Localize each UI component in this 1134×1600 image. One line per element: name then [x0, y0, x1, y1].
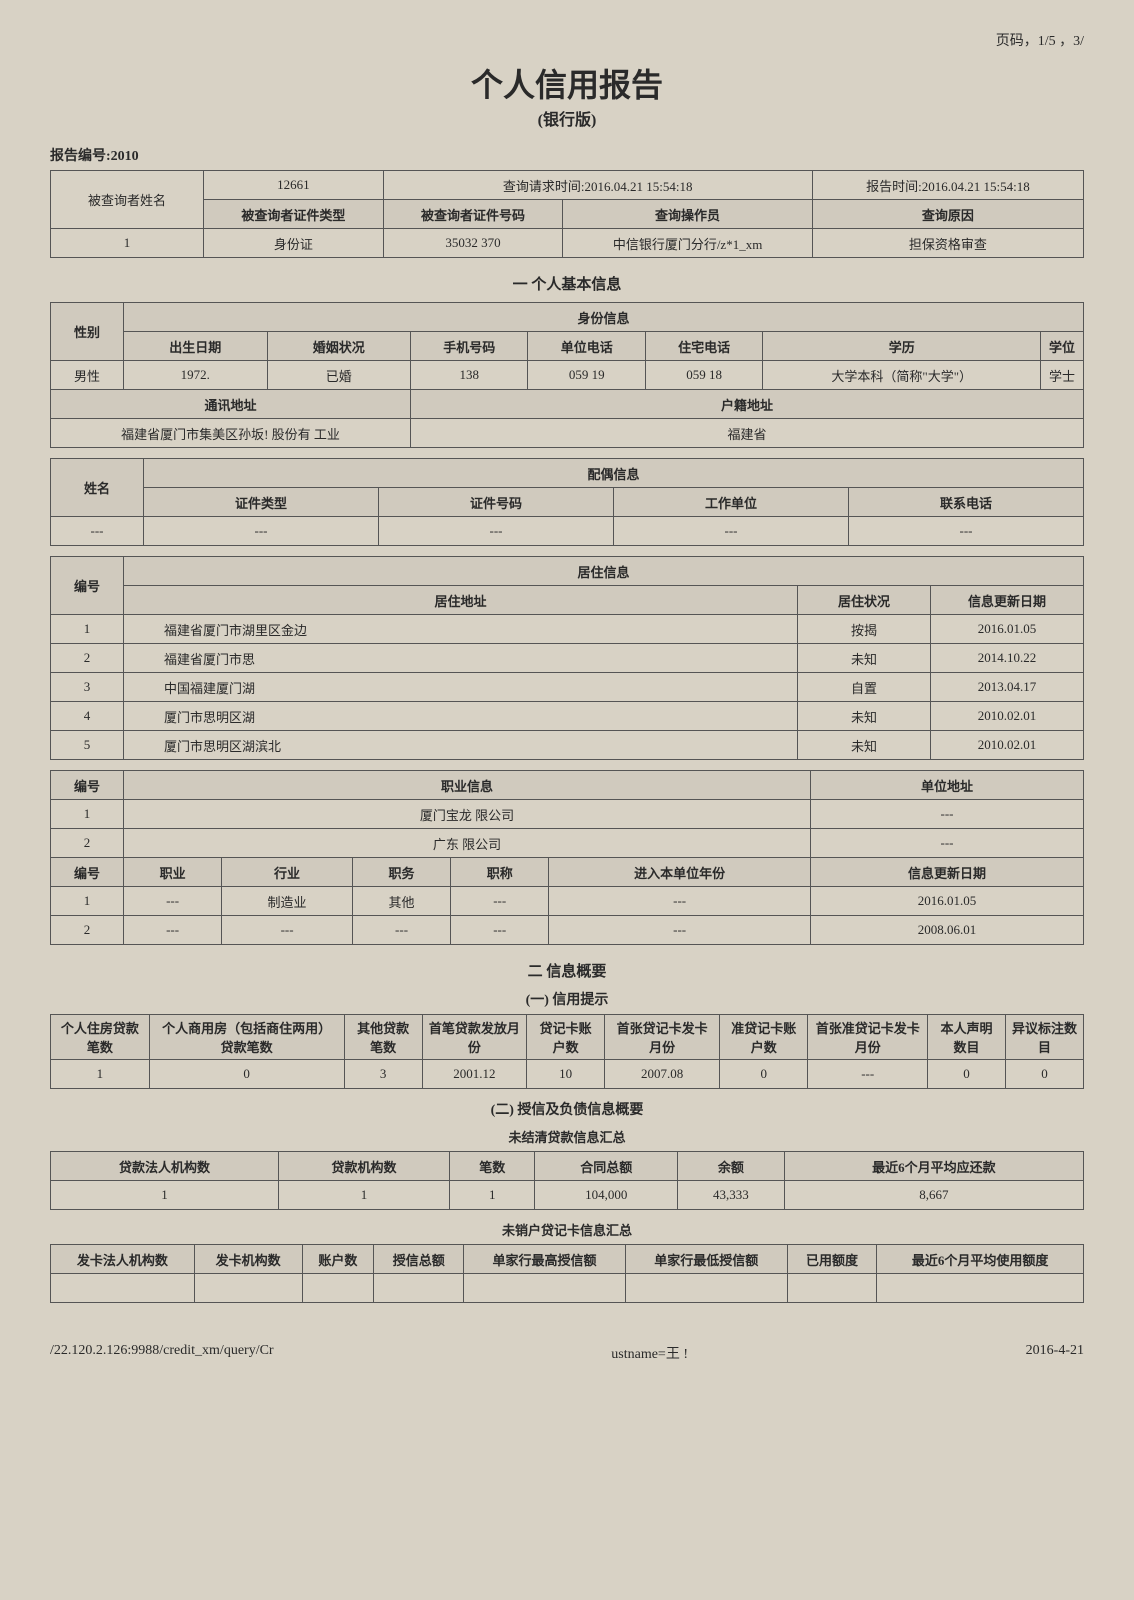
reason-header: 查询原因 — [812, 200, 1083, 229]
report-title: 个人信用报告 — [50, 60, 1084, 106]
query-num: 12661 — [204, 171, 384, 200]
table-row: 1---制造业其他------2016.01.05 — [51, 887, 1084, 916]
table-row: 2广东 限公司--- — [51, 829, 1084, 858]
table-row: 2福建省厦门市思未知2014.10.22 — [51, 644, 1084, 673]
card-summary-table: 发卡法人机构数发卡机构数账户数授信总额单家行最高授信额单家行最低授信额已用额度最… — [50, 1244, 1084, 1303]
id-type-header: 被查询者证件类型 — [204, 200, 384, 229]
id-no: 35032 370 — [383, 229, 563, 258]
report-number: 报告编号:2010 — [50, 145, 1084, 165]
page-code: 页码，1/5 — [996, 34, 1056, 49]
spouse-table: 姓名 配偶信息 证件类型 证件号码 工作单位 联系电话 --- --- --- … — [50, 458, 1084, 546]
section1-title: 一 个人基本信息 — [50, 273, 1084, 294]
card-summary-title: 未销户贷记卡信息汇总 — [50, 1220, 1084, 1239]
id-no-header: 被查询者证件号码 — [383, 200, 563, 229]
page-extra: ，3/ — [1059, 34, 1084, 49]
queried-name: 1 — [51, 229, 204, 258]
footer-date: 2016-4-21 — [1026, 1343, 1084, 1363]
residence-table: 编号 居住信息 居住地址 居住状况 信息更新日期 1福建省厦门市湖里区金边按揭2… — [50, 556, 1084, 760]
table-row: 3中国福建厦门湖自置2013.04.17 — [51, 673, 1084, 702]
section2-title: 二 信息概要 — [50, 960, 1084, 981]
table-row: 1福建省厦门市湖里区金边按揭2016.01.05 — [51, 615, 1084, 644]
sub21-title: (一) 信用提示 — [50, 989, 1084, 1009]
identity-table: 性别 身份信息 出生日期 婚姻状况 手机号码 单位电话 住宅电话 学历 学位 男… — [50, 302, 1084, 448]
footer-url: /22.120.2.126:9988/credit_xm/query/Cr — [50, 1343, 274, 1363]
credit-hint-table: 个人住房贷款笔数个人商用房（包括商住两用）贷款笔数其他贷款笔数首笔贷款发放月份贷… — [50, 1014, 1084, 1089]
query-info-table: 被查询者姓名 12661 查询请求时间:2016.04.21 15:54:18 … — [50, 170, 1084, 258]
report-subtitle: (银行版) — [50, 106, 1084, 130]
table-row: 5厦门市思明区湖滨北未知2010.02.01 — [51, 731, 1084, 760]
footer-mid: ustname=王 ! — [611, 1343, 688, 1363]
loan-summary-title: 未结清贷款信息汇总 — [50, 1127, 1084, 1146]
id-type: 身份证 — [204, 229, 384, 258]
operator-header: 查询操作员 — [563, 200, 813, 229]
reason: 担保资格审查 — [812, 229, 1083, 258]
table-row: 2---------------2008.06.01 — [51, 916, 1084, 945]
queried-name-header: 被查询者姓名 — [51, 171, 204, 229]
table-row: 1厦门宝龙 限公司--- — [51, 800, 1084, 829]
sub22-title: (二) 授信及负债信息概要 — [50, 1099, 1084, 1119]
page-footer: /22.120.2.126:9988/credit_xm/query/Cr us… — [50, 1343, 1084, 1363]
operator: 中信银行厦门分行/z*1_xm — [563, 229, 813, 258]
loan-summary-table: 贷款法人机构数贷款机构数笔数合同总额余额最近6个月平均应还款 111104,00… — [50, 1151, 1084, 1210]
table-row: 4厦门市思明区湖未知2010.02.01 — [51, 702, 1084, 731]
occupation-table: 编号 职业信息 单位地址 1厦门宝龙 限公司---2广东 限公司--- 编号 职… — [50, 770, 1084, 945]
